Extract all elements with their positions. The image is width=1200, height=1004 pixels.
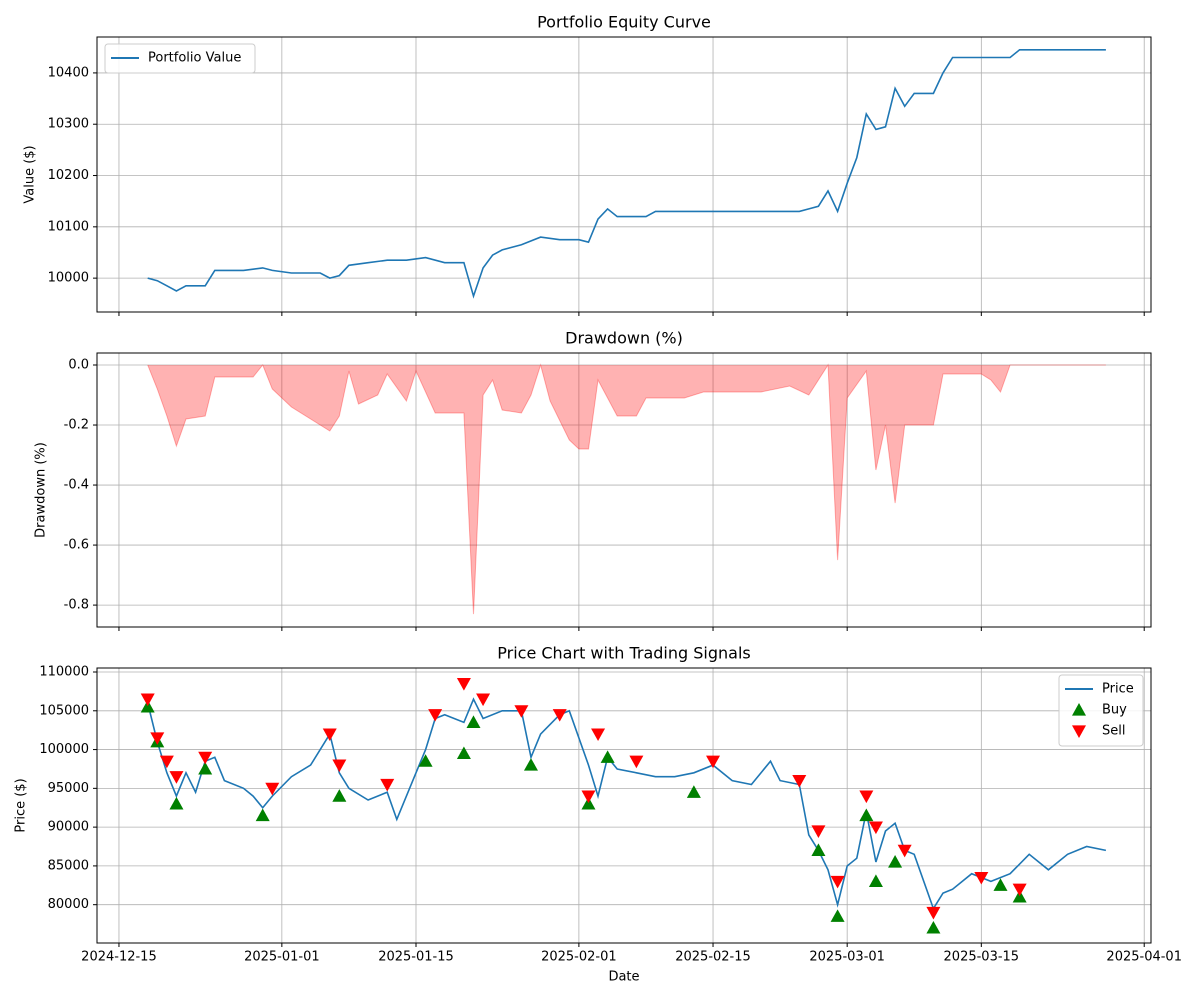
signal-marker [868,874,883,888]
signal-marker [629,755,644,769]
signal-marker [140,699,155,713]
x-axis-label: Date [608,970,639,985]
signal-marker [1012,883,1027,897]
y-tick-label: 100000 [39,742,89,757]
signal-marker [456,746,471,760]
signal-marker [476,693,491,707]
signal-marker [811,843,826,856]
signal-marker [169,771,184,784]
y-axis-label: Price ($) [14,778,29,832]
x-tick-label: 2024-12-15 [81,950,157,965]
y-tick-label: -0.6 [64,538,89,553]
legend-label: Portfolio Value [148,51,241,66]
chart-title: Drawdown (%) [565,329,683,348]
signal-marker [332,789,347,802]
x-tick-label: 2025-01-01 [244,950,320,965]
x-tick-label: 2025-03-15 [944,950,1020,965]
legend-label: Buy [1102,703,1127,718]
signal-marker [859,790,874,804]
signal-marker [198,751,213,765]
signal-marker [868,821,883,835]
y-tick-label: 0.0 [68,358,89,373]
signal-marker [322,728,337,742]
y-tick-label: 80000 [48,897,89,912]
signal-marker [811,825,826,839]
y-tick-label: 105000 [39,703,89,718]
signal-marker [600,750,615,763]
signal-marker [265,782,280,796]
y-tick-label: 10100 [48,219,89,234]
area-edge [147,363,1106,615]
y-tick-label: 110000 [39,665,89,680]
x-tick-label: 2025-02-01 [541,950,617,965]
y-axis-label: Value ($) [23,145,38,203]
signal-marker [514,705,529,718]
signal-marker [792,774,807,788]
plot-frame [96,36,1152,313]
legend-box [104,43,256,74]
y-tick-label: 10400 [48,65,89,80]
signal-marker [332,759,347,773]
chart-title: Portfolio Equity Curve [537,13,711,32]
signal-marker [140,693,155,707]
signal-marker [830,909,845,922]
signal-marker [926,920,941,934]
y-axis-label: Drawdown (%) [34,442,49,538]
signal-marker [926,906,941,920]
signal-marker [686,785,701,798]
line [146,697,1107,911]
y-tick-label: -0.2 [64,418,89,433]
signal-marker [198,761,213,775]
x-tick-label: 2025-03-01 [809,950,885,965]
signal-marker [552,709,567,722]
signal-marker [974,871,989,885]
legend-label: Sell [1102,724,1125,739]
signal-marker [897,844,912,858]
plot-frame [96,667,1152,944]
signal-marker [466,715,481,729]
x-tick-label: 2025-01-15 [378,950,454,965]
legend-marker [1072,703,1086,716]
signal-marker [380,778,395,792]
signal-marker [418,754,433,767]
signal-marker [830,875,845,889]
signal-marker [888,855,903,868]
signal-marker [150,732,165,745]
legend-label: Price [1102,682,1134,697]
line [147,49,1106,299]
signal-marker [1012,889,1027,903]
signal-marker [428,709,443,722]
plot-frame [96,352,1152,628]
y-tick-label: 10200 [48,168,89,183]
chart-title: Price Chart with Trading Signals [497,644,750,663]
y-tick-label: -0.8 [64,598,89,613]
y-tick-label: 90000 [48,820,89,835]
signal-marker [169,796,184,810]
signal-marker [581,790,596,804]
signal-marker [159,755,174,769]
y-tick-label: 10300 [48,117,89,132]
y-tick-label: 10000 [48,271,89,286]
x-tick-label: 2025-02-15 [675,950,751,965]
signal-marker [523,758,538,771]
signal-marker [456,678,471,691]
signal-marker [859,808,874,822]
signal-marker [706,755,721,769]
legend-marker [1072,725,1086,738]
y-tick-label: -0.4 [64,478,89,493]
y-tick-label: 85000 [48,858,89,873]
signal-marker [591,728,606,742]
y-tick-label: 95000 [48,781,89,796]
x-tick-label: 2025-04-01 [1106,950,1182,965]
signal-marker [993,878,1008,891]
signal-marker [581,796,596,810]
signal-marker [255,808,270,822]
area [147,365,1106,615]
